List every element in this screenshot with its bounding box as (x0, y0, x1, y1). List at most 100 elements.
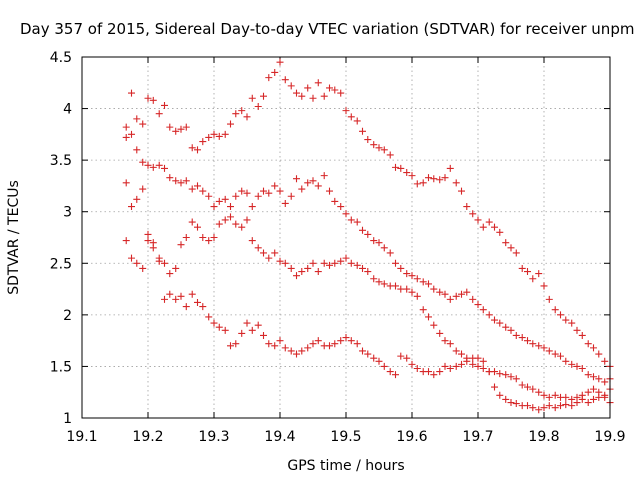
data-point (584, 371, 592, 379)
data-point (524, 268, 531, 276)
data-point (155, 110, 163, 118)
y-tick-label: 4.5 (50, 50, 72, 66)
data-point (347, 113, 355, 121)
data-point (155, 257, 163, 265)
data-point (331, 340, 339, 348)
data-point (436, 288, 444, 296)
data-point (474, 362, 482, 370)
data-point (287, 82, 295, 90)
data-point (502, 395, 510, 403)
data-point (397, 264, 405, 272)
data-point (144, 161, 152, 169)
data-point (309, 177, 317, 185)
x-axis-label: GPS time / hours (287, 458, 404, 474)
data-point (584, 399, 592, 407)
data-point (518, 264, 526, 272)
data-point (205, 192, 213, 200)
data-point (441, 362, 449, 370)
data-point (446, 340, 454, 348)
data-point (265, 340, 273, 348)
data-point (512, 249, 520, 257)
data-point (540, 344, 548, 352)
data-point (149, 163, 157, 171)
data-point (281, 76, 289, 84)
data-point (413, 275, 421, 283)
data-point (210, 203, 218, 211)
data-point (540, 404, 548, 412)
data-point (512, 331, 520, 339)
data-point (441, 290, 449, 298)
data-point (512, 375, 520, 383)
data-point (425, 280, 432, 288)
data-point (265, 254, 273, 262)
data-point (375, 239, 383, 247)
series-track-4 (122, 230, 614, 414)
data-point (535, 388, 543, 396)
data-point (380, 280, 388, 288)
data-point (133, 259, 141, 267)
data-point (161, 101, 168, 109)
data-point (573, 326, 581, 334)
data-point (573, 399, 581, 407)
data-point (545, 402, 553, 410)
data-point (425, 368, 432, 376)
data-point (507, 326, 515, 334)
data-point (298, 268, 306, 276)
data-point (408, 360, 416, 368)
data-point (408, 272, 416, 280)
data-point (188, 290, 196, 298)
data-point (281, 259, 289, 267)
data-point (529, 404, 537, 412)
x-tick-label: 19.2 (132, 429, 163, 445)
data-point (347, 259, 355, 267)
data-point (194, 146, 201, 154)
data-point (452, 362, 460, 370)
data-point (320, 92, 328, 100)
data-point (248, 203, 256, 211)
data-point (149, 96, 157, 104)
data-point (540, 282, 548, 290)
data-point (496, 391, 504, 399)
data-point (425, 313, 432, 321)
series-track-1 (122, 58, 614, 370)
data-point (359, 264, 366, 272)
data-point (182, 123, 190, 131)
data-point (380, 146, 388, 154)
data-point (353, 340, 361, 348)
data-point (128, 130, 135, 138)
data-point (309, 259, 317, 267)
data-point (562, 401, 570, 409)
data-point (139, 264, 147, 272)
data-point (502, 323, 510, 331)
y-tick-label: 4 (63, 102, 72, 118)
data-point (172, 264, 180, 272)
data-point (392, 371, 399, 379)
data-point (370, 141, 378, 149)
y-axis-label: SDTVAR / TECUs (6, 180, 22, 295)
data-point (227, 213, 234, 221)
data-point (221, 216, 229, 224)
data-point (194, 182, 201, 190)
data-point (446, 164, 454, 172)
data-point (403, 270, 411, 278)
data-point (320, 172, 328, 180)
data-point (238, 223, 246, 231)
data-point (199, 303, 207, 311)
x-tick-label: 19.8 (528, 429, 559, 445)
data-point (161, 164, 168, 172)
data-point (535, 406, 543, 414)
data-point (430, 175, 438, 183)
data-point (347, 216, 355, 224)
data-point (232, 340, 240, 348)
data-point (485, 218, 493, 226)
data-point (551, 404, 559, 412)
data-point (496, 228, 504, 236)
data-point (568, 360, 576, 368)
data-point (375, 357, 383, 365)
series-track-2 (122, 123, 614, 386)
data-point (551, 391, 559, 399)
axis-ticks (81, 56, 611, 419)
data-point (392, 282, 399, 290)
data-point (304, 264, 312, 272)
